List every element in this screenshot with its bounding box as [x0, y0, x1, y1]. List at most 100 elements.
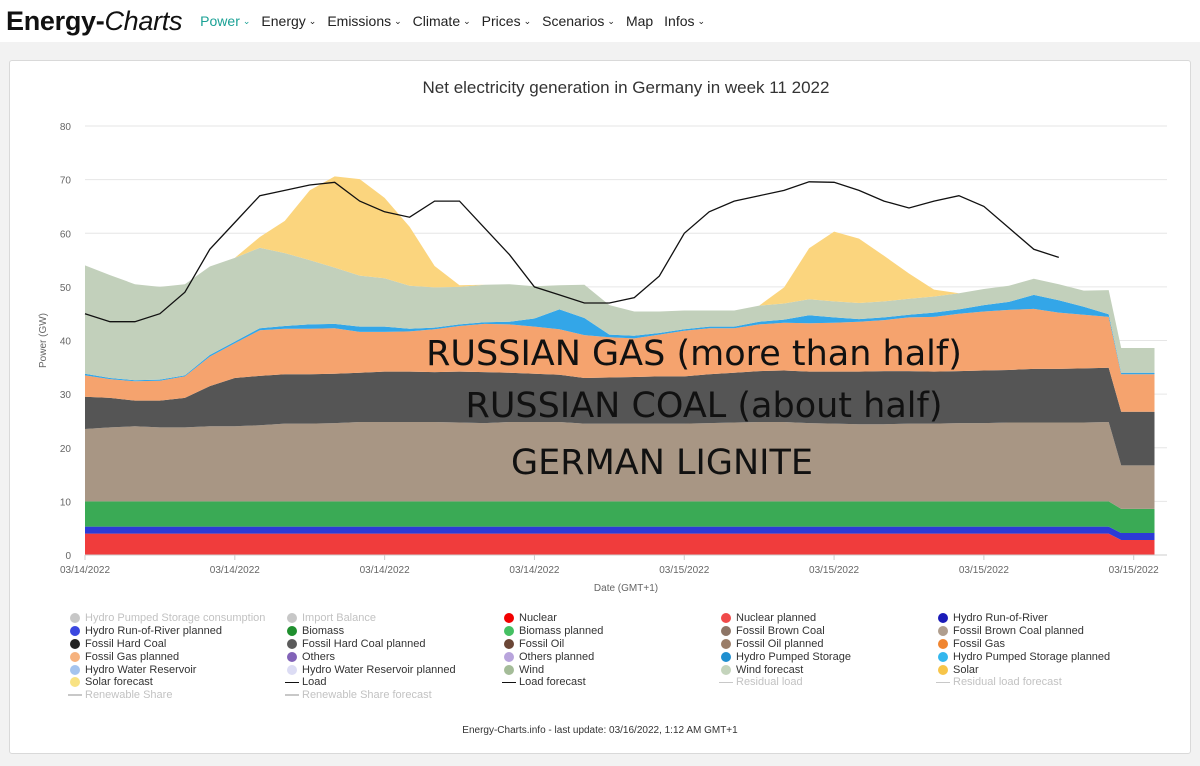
legend-item[interactable]: Fossil Hard Coal: [66, 638, 283, 651]
legend-item[interactable]: Others: [283, 650, 500, 663]
x-tick-label: 03/14/2022: [360, 565, 410, 576]
legend-symbol-icon: [934, 613, 952, 624]
legend-dot-marker: [721, 638, 731, 649]
legend-label: Nuclear planned: [736, 612, 817, 625]
legend-symbol-icon: [500, 651, 518, 662]
legend-item[interactable]: Fossil Brown Coal planned: [934, 625, 1151, 638]
menu-climate[interactable]: Climate ⌄: [413, 13, 471, 29]
menu-prices[interactable]: Prices ⌄: [482, 13, 531, 29]
legend-symbol-icon: [283, 694, 301, 696]
legend-item[interactable]: Fossil Brown Coal: [717, 625, 934, 638]
legend-item[interactable]: Fossil Hard Coal planned: [283, 638, 500, 651]
y-tick-label: 40: [60, 337, 72, 348]
brand-text-charts: Charts: [104, 5, 183, 36]
legend-dot-marker: [938, 651, 948, 662]
area-nuclear: [85, 533, 1155, 555]
legend-symbol-icon: [500, 626, 518, 637]
legend-dot-marker: [70, 638, 80, 649]
legend-symbol-icon: [283, 613, 301, 624]
legend-label: Import Balance: [302, 612, 376, 625]
legend-symbol-icon: [500, 613, 518, 624]
legend-item[interactable]: Fossil Oil planned: [717, 638, 934, 651]
legend-item[interactable]: Hydro Run-of-River planned: [66, 625, 283, 638]
legend-item[interactable]: Biomass planned: [500, 625, 717, 638]
brand-logo[interactable]: Energy-Charts: [6, 6, 182, 37]
menu-map[interactable]: Map: [626, 13, 653, 29]
legend-dot-marker: [287, 613, 297, 624]
legend-item[interactable]: Residual load: [717, 676, 934, 689]
chevron-down-icon: ⌄: [607, 15, 615, 26]
legend-symbol-icon: [934, 626, 952, 637]
legend-item[interactable]: Load: [283, 676, 500, 689]
menu-scenarios[interactable]: Scenarios ⌄: [542, 13, 615, 29]
annotation-german-lignite: GERMAN LIGNITE: [511, 443, 813, 483]
legend-symbol-icon: [66, 638, 84, 649]
legend-label: Fossil Gas: [953, 637, 1005, 650]
legend-symbol-icon: [66, 626, 84, 637]
legend-item[interactable]: Hydro Water Reservoir planned: [283, 663, 500, 676]
legend-symbol-icon: [283, 664, 301, 675]
legend-label: Load: [302, 676, 327, 689]
menu-scenarios-label: Scenarios: [542, 13, 605, 29]
legend-label: Fossil Hard Coal planned: [302, 637, 426, 650]
legend-item[interactable]: Others planned: [500, 650, 717, 663]
legend-dot-marker: [721, 626, 731, 637]
legend-item[interactable]: Solar: [934, 663, 1151, 676]
legend-symbol-icon: [717, 651, 735, 662]
legend-dot-marker: [70, 626, 80, 637]
legend-item[interactable]: Nuclear: [500, 612, 717, 625]
legend-label: Hydro Water Reservoir planned: [302, 663, 456, 676]
legend-item[interactable]: Hydro Run-of-River: [934, 612, 1151, 625]
legend-item[interactable]: Fossil Oil: [500, 638, 717, 651]
legend-item[interactable]: Fossil Gas planned: [66, 650, 283, 663]
legend-item[interactable]: Hydro Pumped Storage consumption: [66, 612, 283, 625]
x-tick-label: 03/15/2022: [659, 565, 709, 576]
legend-symbol-icon: [500, 638, 518, 649]
legend-dot-marker: [938, 664, 948, 675]
legend-item[interactable]: Hydro Pumped Storage: [717, 650, 934, 663]
legend-item[interactable]: Nuclear planned: [717, 612, 934, 625]
legend-item[interactable]: Hydro Water Reservoir: [66, 663, 283, 676]
legend-item[interactable]: Wind forecast: [717, 663, 934, 676]
legend-item[interactable]: Load forecast: [500, 676, 717, 689]
legend-item[interactable]: Renewable Share: [66, 689, 283, 702]
legend-symbol-icon: [500, 681, 518, 684]
legend-line-marker: [285, 681, 299, 684]
legend-label: Fossil Gas planned: [85, 650, 180, 663]
legend-symbol-icon: [717, 613, 735, 624]
menu-emissions-label: Emissions: [327, 13, 392, 29]
y-tick-label: 0: [65, 551, 71, 562]
main-menu: Power ⌄ Energy ⌄ Emissions ⌄ Climate ⌄ Price…: [200, 13, 716, 29]
legend-item[interactable]: Fossil Gas: [934, 638, 1151, 651]
legend-symbol-icon: [66, 613, 84, 624]
legend-dot-marker: [721, 613, 731, 624]
area-wind: [85, 247, 1155, 381]
legend-label: Biomass planned: [519, 625, 604, 638]
area-hydro-pumped-storage: [85, 294, 1155, 382]
legend-label: Hydro Pumped Storage consumption: [85, 612, 266, 625]
legend-line-marker: [936, 681, 950, 684]
legend-item[interactable]: Wind: [500, 663, 717, 676]
legend-label: Others: [302, 650, 336, 663]
legend-dot-marker: [938, 613, 948, 624]
series-line-load: [84, 181, 1060, 323]
y-tick-label: 60: [60, 229, 72, 240]
legend-item[interactable]: Residual load forecast: [934, 676, 1151, 689]
legend-dot-marker: [504, 664, 514, 675]
legend-dot-marker: [504, 613, 514, 624]
legend-item[interactable]: Hydro Pumped Storage planned: [934, 650, 1151, 663]
chart-svg[interactable]: Net electricity generation in Germany in…: [10, 61, 1190, 606]
menu-infos[interactable]: Infos ⌄: [664, 13, 705, 29]
x-axis-label: Date (GMT+1): [594, 583, 658, 594]
x-tick-label: 03/15/2022: [809, 565, 859, 576]
legend-item[interactable]: Biomass: [283, 625, 500, 638]
menu-energy[interactable]: Energy ⌄: [261, 13, 316, 29]
legend-label: Others planned: [519, 650, 595, 663]
legend-item[interactable]: Solar forecast: [66, 676, 283, 689]
legend-item[interactable]: Import Balance: [283, 612, 500, 625]
menu-emissions[interactable]: Emissions ⌄: [327, 13, 401, 29]
legend-dot-marker: [70, 677, 80, 688]
legend-item[interactable]: Renewable Share forecast: [283, 689, 500, 702]
chevron-down-icon: ⌄: [697, 15, 706, 26]
menu-power[interactable]: Power ⌄: [200, 13, 250, 29]
